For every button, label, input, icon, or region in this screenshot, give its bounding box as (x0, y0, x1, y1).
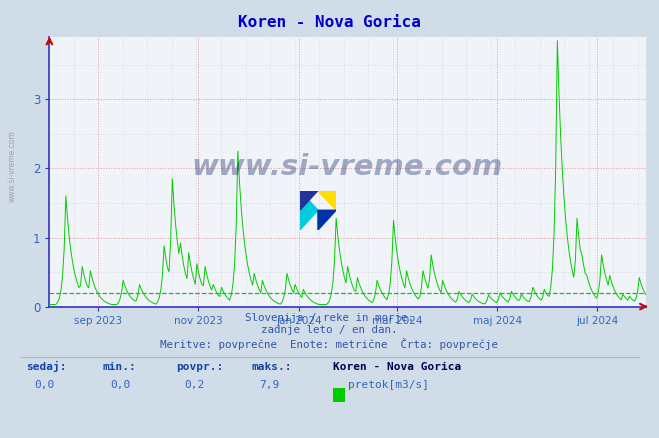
Text: povpr.:: povpr.: (177, 362, 224, 372)
Text: Koren - Nova Gorica: Koren - Nova Gorica (333, 362, 461, 372)
Text: www.si-vreme.com: www.si-vreme.com (8, 131, 17, 202)
Polygon shape (318, 210, 336, 230)
Text: pretok[m3/s]: pretok[m3/s] (348, 380, 429, 390)
Text: zadnje leto / en dan.: zadnje leto / en dan. (261, 325, 398, 336)
Polygon shape (300, 191, 318, 230)
Text: 0,0: 0,0 (110, 380, 130, 390)
Text: Meritve: povprečne  Enote: metrične  Črta: povprečje: Meritve: povprečne Enote: metrične Črta:… (161, 338, 498, 350)
Text: 0,2: 0,2 (185, 380, 205, 390)
Text: 0,0: 0,0 (34, 380, 55, 390)
Text: Slovenija / reke in morje.: Slovenija / reke in morje. (245, 313, 414, 323)
Polygon shape (318, 191, 336, 210)
Polygon shape (300, 191, 318, 210)
Text: min.:: min.: (102, 362, 136, 372)
Text: sedaj:: sedaj: (26, 361, 67, 372)
Text: www.si-vreme.com: www.si-vreme.com (192, 152, 503, 180)
Text: maks.:: maks.: (252, 362, 292, 372)
Text: 7,9: 7,9 (260, 380, 280, 390)
Text: Koren - Nova Gorica: Koren - Nova Gorica (238, 15, 421, 30)
